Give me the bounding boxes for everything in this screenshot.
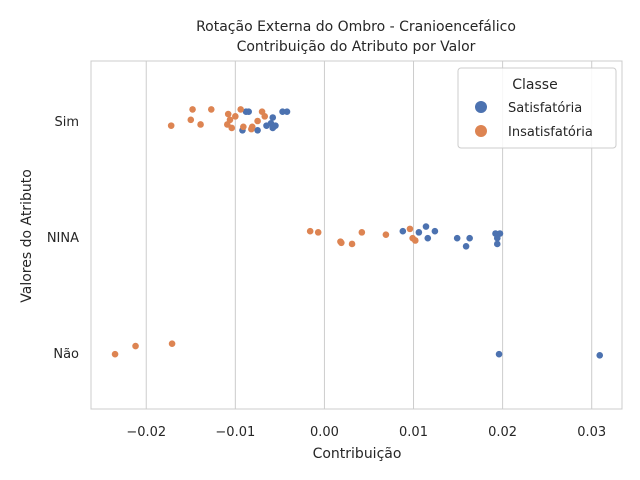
data-point: [224, 121, 231, 128]
data-point: [189, 106, 196, 113]
data-point: [232, 113, 239, 120]
legend-box: [457, 67, 617, 149]
data-point: [197, 121, 204, 128]
data-point: [493, 234, 501, 242]
x-tick-label: −0.02: [126, 425, 166, 440]
data-point: [207, 106, 215, 113]
data-point: [415, 229, 423, 236]
data-point: [382, 231, 390, 238]
legend-marker-satisfatoria: [475, 101, 487, 113]
x-tick-label: 0.01: [399, 425, 428, 440]
data-point: [314, 229, 322, 236]
y-tick-label: Não: [53, 347, 79, 362]
data-point: [495, 350, 503, 358]
data-point: [254, 126, 261, 134]
data-point: [283, 108, 291, 116]
data-point: [466, 234, 473, 242]
chart-title: Rotação Externa do Ombro - Cranioencefál…: [196, 19, 516, 35]
data-point: [269, 114, 277, 121]
legend: Classe Satisfatória Insatisfatória: [457, 67, 617, 149]
data-point: [399, 227, 407, 235]
data-point: [187, 116, 195, 124]
legend-label-insatisfatoria: Insatisfatória: [508, 125, 593, 140]
data-point: [493, 240, 501, 248]
data-point: [406, 225, 414, 233]
data-point: [261, 113, 269, 120]
data-point: [168, 340, 176, 348]
data-point: [453, 234, 461, 242]
data-point: [167, 122, 175, 129]
x-tick-label: 0.02: [488, 425, 517, 440]
data-point: [306, 227, 314, 235]
y-tick-labels: Sim NINA Não: [47, 115, 79, 362]
x-tick-label: 0.00: [310, 425, 339, 440]
y-axis-label: Valores do Atributo: [19, 169, 35, 303]
chart-subtitle: Contribuição do Atributo por Valor: [237, 39, 476, 55]
data-point: [254, 117, 261, 125]
data-point: [424, 234, 432, 242]
data-point: [132, 342, 139, 350]
data-point: [245, 108, 252, 116]
x-tick-labels: −0.02 −0.01 0.00 0.01 0.02 0.03: [126, 425, 606, 440]
y-tick-label: Sim: [54, 115, 79, 130]
data-point: [462, 242, 470, 250]
data-point: [240, 123, 247, 131]
legend-title: Classe: [512, 77, 557, 93]
data-point: [422, 223, 430, 230]
x-axis-label: Contribuição: [313, 446, 402, 462]
legend-marker-insatisfatoria: [475, 125, 487, 137]
data-point: [358, 229, 366, 236]
data-point: [338, 239, 345, 247]
data-point: [348, 240, 356, 248]
data-point: [111, 350, 119, 358]
data-point: [431, 227, 439, 235]
data-point: [269, 124, 277, 132]
data-point: [228, 124, 236, 132]
x-tick-label: 0.03: [577, 425, 606, 440]
data-points: [111, 106, 604, 359]
data-point: [248, 125, 255, 133]
y-tick-label: NINA: [47, 231, 79, 246]
data-point: [263, 122, 270, 129]
data-point: [224, 110, 232, 118]
data-point: [596, 352, 604, 359]
legend-label-satisfatoria: Satisfatória: [508, 101, 582, 116]
data-point: [412, 237, 419, 244]
data-point: [237, 106, 244, 113]
x-tick-label: −0.01: [215, 425, 255, 440]
